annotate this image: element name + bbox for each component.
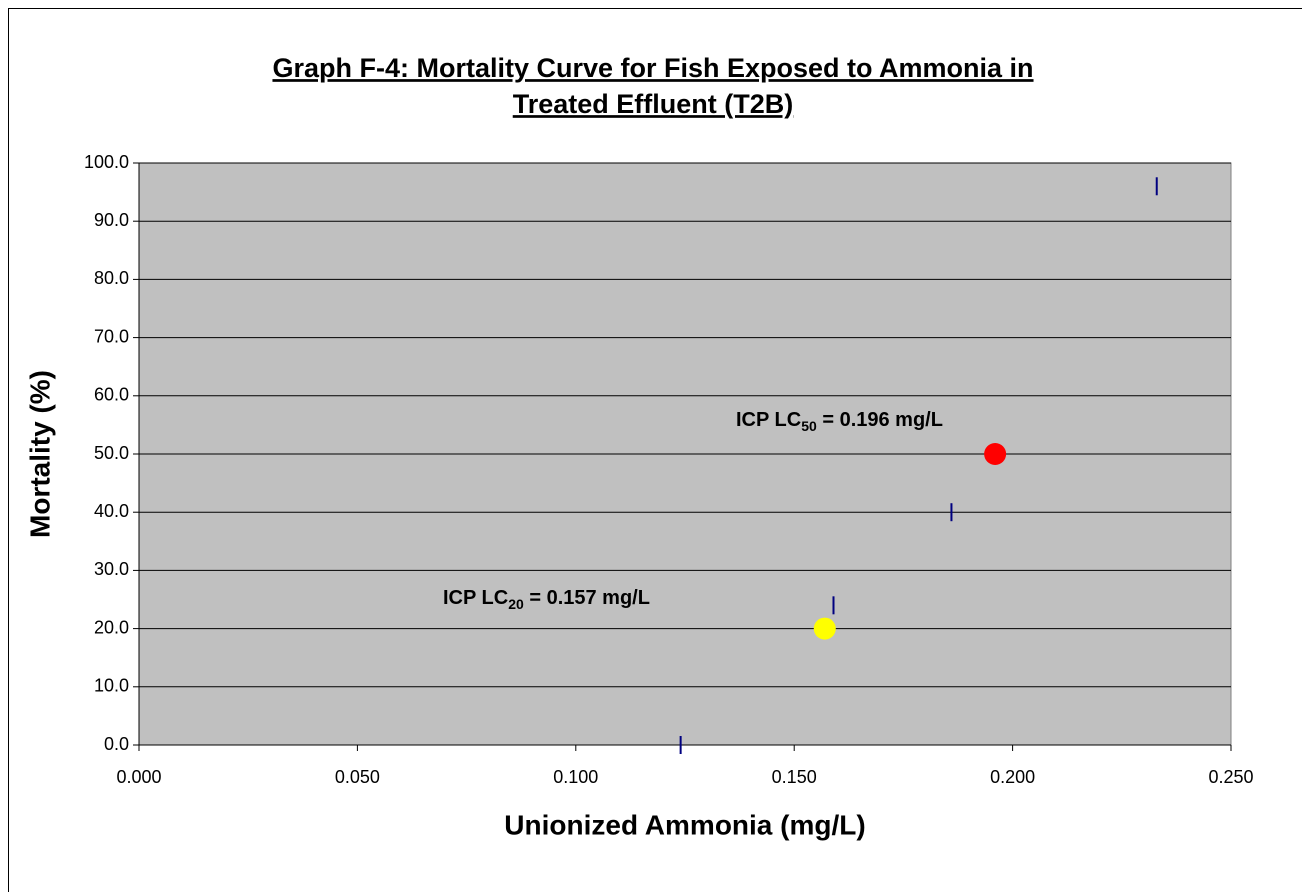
- annotation-text: ICP LC: [736, 409, 801, 431]
- x-tick-label: 0.200: [990, 767, 1035, 787]
- annotation-sub: 20: [508, 596, 524, 612]
- y-tick-label: 20.0: [94, 617, 129, 637]
- y-tick-label: 40.0: [94, 501, 129, 521]
- annotation-rest: = 0.157 mg/L: [524, 587, 650, 609]
- y-axis-title: Mortality (%): [24, 370, 55, 538]
- y-tick-label: 50.0: [94, 443, 129, 463]
- x-axis-title: Unionized Ammonia (mg/L): [504, 809, 865, 840]
- x-tick-label: 0.150: [772, 767, 817, 787]
- x-tick-label: 0.250: [1208, 767, 1253, 787]
- y-tick-label: 100.0: [84, 152, 129, 172]
- y-tick-label: 80.0: [94, 268, 129, 288]
- annotation-rest: = 0.196 mg/L: [817, 409, 943, 431]
- y-tick-label: 10.0: [94, 676, 129, 696]
- y-tick-label: 90.0: [94, 210, 129, 230]
- chart-title: Graph F-4: Mortality Curve for Fish Expo…: [272, 53, 1033, 83]
- annotation: ICP LC50 = 0.196 mg/L: [736, 409, 943, 433]
- annotation-text: ICP LC: [443, 587, 508, 609]
- x-tick-label: 0.050: [335, 767, 380, 787]
- point: [984, 443, 1007, 465]
- x-tick-label: 0.100: [553, 767, 598, 787]
- x-tick-label: 0.000: [116, 767, 161, 787]
- annotation: ICP LC20 = 0.157 mg/L: [443, 587, 650, 611]
- point: [813, 617, 836, 640]
- y-tick-label: 0.0: [104, 734, 129, 754]
- y-tick-label: 60.0: [94, 385, 129, 405]
- y-tick-label: 30.0: [94, 559, 129, 579]
- y-tick-label: 70.0: [94, 326, 129, 346]
- chart-title: Treated Effluent (T2B): [513, 89, 794, 119]
- annotation-sub: 50: [801, 418, 817, 434]
